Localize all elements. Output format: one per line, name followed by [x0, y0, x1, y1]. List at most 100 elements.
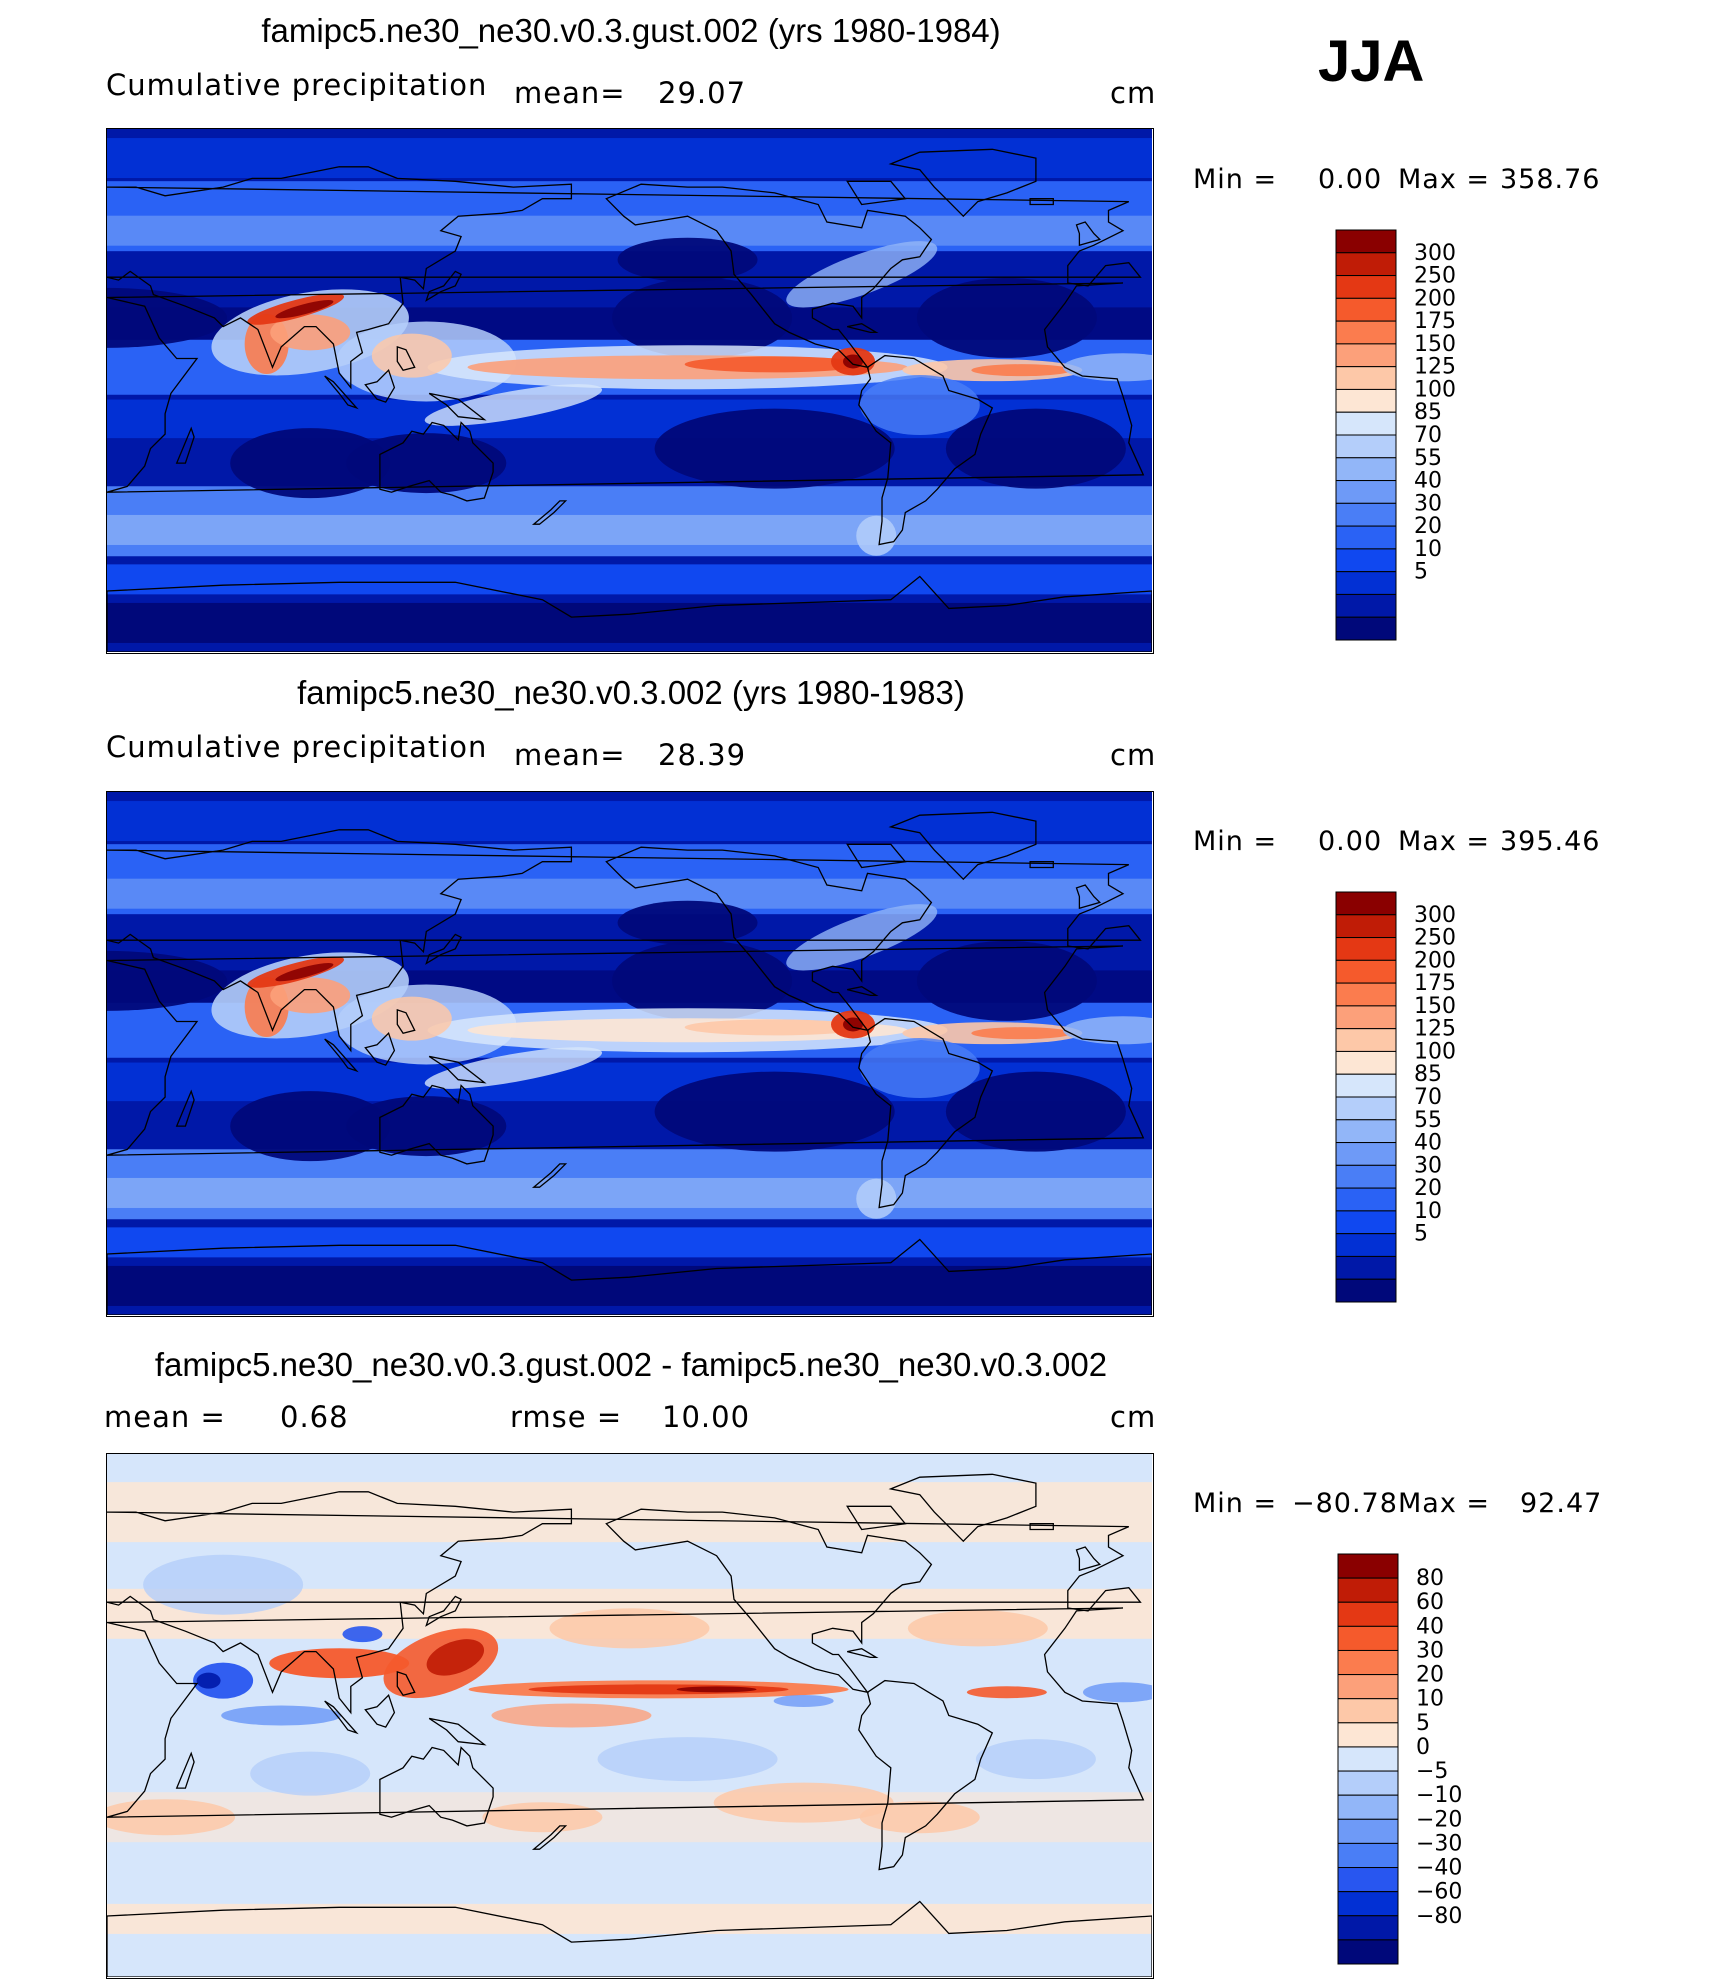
precip-contour	[612, 940, 793, 1021]
coastline	[175, 1089, 195, 1127]
colorbar-box	[1335, 1255, 1397, 1280]
colorbar-tick-label: 5	[1414, 1222, 1428, 1247]
coastline	[379, 1746, 494, 1827]
panel-1-colorbar: 300 250 200 175 150 125 100 85 70 55 40 30 20 10 5	[1335, 229, 1456, 646]
precip-contour	[1062, 353, 1152, 382]
panel-3-mean-label: mean =	[104, 1400, 226, 1434]
colorbar-box	[1335, 1142, 1397, 1166]
colorbar-box	[1337, 1915, 1399, 1941]
coastline	[888, 1473, 1037, 1543]
precip-contour	[786, 904, 938, 971]
colorbar-box	[1335, 1096, 1397, 1121]
colorbar-tick-label: 250	[1414, 926, 1456, 951]
colorbar-tick-label: 5	[1416, 1711, 1430, 1736]
precip-contour	[193, 1662, 254, 1699]
panel-2-max-value: 395.46	[1500, 826, 1601, 857]
panel-1-units: cm	[1110, 76, 1157, 110]
colorbar-box	[1337, 1698, 1399, 1724]
colorbar-tick-label: 200	[1414, 948, 1456, 973]
colorbar-box	[1335, 457, 1397, 482]
panel-3-colorbar: 80 60 40 30 20 10 5 0 −5 −10 −20 −30 −40 −60 −80	[1337, 1553, 1462, 1970]
colorbar-box	[1335, 1164, 1397, 1189]
panel-1-max-value: 358.76	[1500, 164, 1601, 195]
colorbar-tick-label: 80	[1416, 1566, 1444, 1591]
colorbar-tick-label: 0	[1416, 1735, 1430, 1760]
precip-contour	[482, 1802, 603, 1833]
colorbar-tick-label: 175	[1414, 971, 1456, 996]
coastline	[107, 282, 1145, 493]
colorbar-tick-label: 85	[1414, 400, 1442, 425]
colorbar-tick-label: −60	[1416, 1880, 1462, 1905]
coastline	[396, 1008, 416, 1034]
colorbar-box	[1335, 502, 1397, 527]
colorbar-tick-label: −5	[1416, 1759, 1448, 1784]
precip-contour	[971, 364, 1072, 377]
precip-contour	[856, 515, 897, 556]
precip-contour	[230, 1091, 391, 1162]
precip-contour	[107, 1227, 1152, 1258]
colorbar-box	[1337, 1746, 1399, 1772]
colorbar-box	[1335, 891, 1397, 916]
coastline	[175, 426, 195, 464]
coastline	[396, 1670, 416, 1696]
precip-contour	[143, 1554, 304, 1615]
precip-contour	[945, 408, 1126, 489]
precip-contour	[856, 1178, 897, 1219]
colorbar-box	[1335, 959, 1397, 984]
precip-contour	[773, 1694, 834, 1707]
colorbar-tick-label: 100	[1414, 1039, 1456, 1064]
colorbar-box	[1335, 480, 1397, 504]
colorbar-tick-label: −30	[1416, 1831, 1462, 1856]
panel-2-mean-label: mean=	[514, 738, 626, 772]
colorbar-box	[1335, 548, 1397, 573]
colorbar-tick-label: 10	[1416, 1687, 1444, 1712]
precip-contour	[684, 356, 865, 373]
precip-contour	[549, 1608, 710, 1649]
panel-2-colorbar: 300 250 200 175 150 125 100 85 70 55 40 30 20 10 5	[1335, 891, 1456, 1308]
coastline	[107, 1491, 1142, 1715]
colorbar-tick-label: 40	[1414, 1131, 1442, 1156]
colorbar-tick-label: −40	[1416, 1856, 1462, 1881]
colorbar-box	[1337, 1722, 1399, 1748]
coastline	[364, 1693, 396, 1728]
colorbar-tick-label: 300	[1414, 903, 1456, 928]
colorbar-box	[1335, 229, 1397, 254]
panel-1-variable: Cumulative precipitation	[106, 68, 488, 102]
colorbar-tick-label: 10	[1414, 1199, 1442, 1224]
precip-contour	[786, 241, 938, 308]
coastline	[846, 843, 907, 869]
colorbar-box	[1337, 1577, 1399, 1603]
colorbar-tick-label: 20	[1414, 1176, 1442, 1201]
colorbar-tick-label: 200	[1414, 286, 1456, 311]
coastline	[531, 1825, 568, 1850]
colorbar-tick-label: 40	[1414, 469, 1442, 494]
coastline	[1029, 1523, 1054, 1531]
panel-3-min-value: −80.78	[1292, 1488, 1398, 1519]
colorbar-box	[1337, 1867, 1399, 1893]
coastline	[605, 183, 933, 369]
season-label: JJA	[1318, 29, 1425, 94]
coastline	[605, 846, 933, 1032]
colorbar-tick-label: 10	[1414, 537, 1442, 562]
precip-contour	[916, 940, 1097, 1021]
precip-contour	[196, 1672, 221, 1689]
coastline	[107, 945, 1145, 1156]
colorbar-tick-label: 70	[1414, 1085, 1442, 1110]
colorbar-tick-label: 85	[1414, 1062, 1442, 1087]
colorbar-box	[1337, 1649, 1399, 1676]
precip-contour	[107, 1482, 1152, 1543]
coastline	[531, 1163, 568, 1188]
coastline	[846, 180, 907, 206]
panel-2-min-value: 0.00	[1318, 826, 1383, 857]
precip-contour	[971, 1027, 1072, 1040]
coastline	[324, 375, 359, 410]
precip-contour	[426, 1639, 485, 1676]
colorbar-box	[1337, 1770, 1399, 1796]
coastline	[107, 1607, 1145, 1818]
precip-contour	[676, 1686, 757, 1693]
precip-contour	[617, 900, 758, 945]
precip-contour	[907, 1610, 1048, 1647]
coastline	[1029, 198, 1054, 206]
precip-contour	[107, 950, 227, 1011]
precip-contour	[612, 277, 793, 358]
